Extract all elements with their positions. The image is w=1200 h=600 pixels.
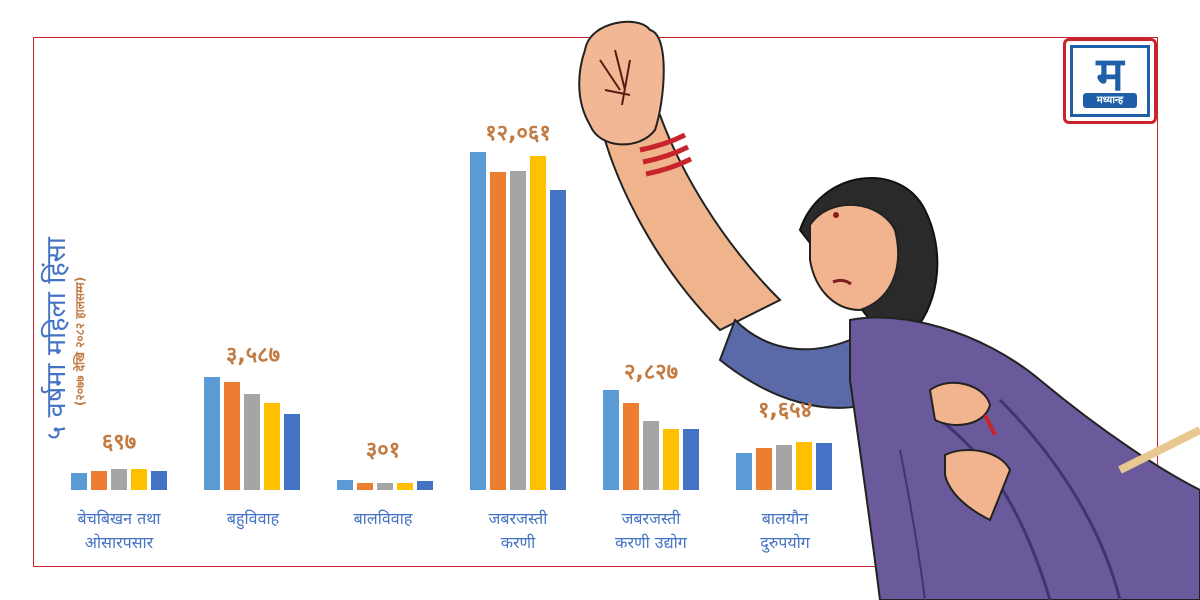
bar	[756, 448, 772, 490]
bar	[91, 471, 107, 490]
bar	[603, 390, 619, 490]
category-label: जबरजस्ती करणी	[488, 509, 548, 552]
chart-frame	[33, 37, 1158, 567]
bar	[284, 414, 300, 490]
bar	[796, 442, 812, 490]
bar	[510, 171, 526, 490]
bar	[736, 453, 752, 490]
bar	[643, 421, 659, 490]
bar	[397, 483, 413, 490]
bar	[244, 394, 260, 490]
bar	[377, 483, 393, 490]
bar	[224, 382, 240, 490]
chart-title: ५ वर्षमा महिला हिंसा (२०७७ देखि २०८२ हाल…	[41, 237, 88, 440]
bar	[337, 480, 353, 490]
bar	[776, 445, 792, 490]
bar	[816, 443, 832, 490]
bar	[111, 469, 127, 490]
bar	[71, 473, 87, 490]
value-label: १२,०६१	[485, 121, 551, 146]
bar	[131, 469, 147, 490]
bar	[490, 172, 506, 490]
value-label: २,८२७	[623, 360, 679, 385]
value-label: ३०१	[365, 438, 401, 463]
category-label: बालयौन दुरुपयोग	[760, 509, 810, 552]
madhyanha-logo: म मध्यान्ह	[1063, 38, 1157, 124]
bar	[204, 377, 220, 490]
logo-name: मध्यान्ह	[1083, 93, 1137, 108]
bar	[470, 152, 486, 490]
chart-title-subtitle: (२०७७ देखि २०८२ हालसम्म)	[73, 276, 87, 406]
logo-inner-border: म मध्यान्ह	[1070, 45, 1150, 117]
value-label: ६९७	[101, 430, 137, 455]
bar	[357, 483, 373, 490]
bar	[683, 429, 699, 490]
bar	[151, 471, 167, 490]
chart-title-main: ५ वर्षमा महिला हिंसा	[41, 237, 72, 440]
bar	[550, 190, 566, 490]
bar	[623, 403, 639, 490]
category-label: बालविवाह	[353, 509, 413, 528]
category-label: बेचबिखन तथा ओसारपसार	[77, 509, 161, 552]
bar	[417, 481, 433, 490]
bar	[264, 403, 280, 490]
category-label: जबरजस्ती करणी उद्योग	[615, 509, 687, 552]
bar	[663, 429, 679, 490]
bar	[530, 156, 546, 490]
value-label: १,६५४	[757, 398, 813, 423]
value-label: ३,५८७	[225, 343, 281, 368]
category-label: बहुविवाह	[226, 509, 280, 528]
logo-glyph: म	[1096, 47, 1124, 101]
